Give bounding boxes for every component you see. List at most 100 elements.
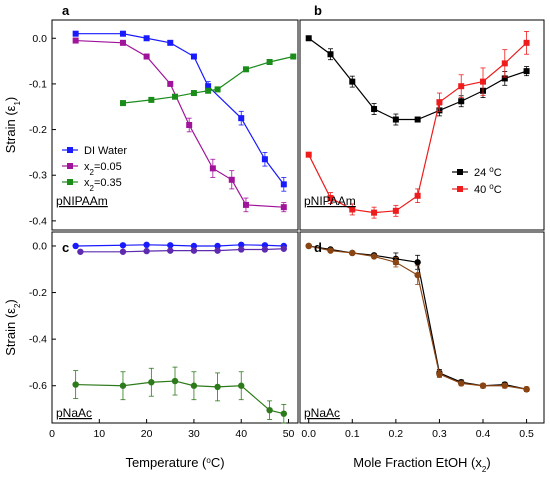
panel-d-xtick-label: 0.1 [345,428,360,440]
panel-c-point [214,247,221,254]
panel-a-point [119,100,126,107]
panel-b-point [414,116,421,123]
panel-a-point [190,53,197,60]
panel-a-point [72,30,79,37]
panel-a-ytick-label: 0.0 [32,33,47,45]
panel-a-point [119,39,126,46]
panel-c-series-1-line [80,248,284,253]
panel-d-frame [299,231,545,424]
panel-a-legend-marker [67,147,73,153]
panel-a-series-1 [72,37,287,213]
panel-a-point [119,30,126,37]
panel-c-xtick-label: 10 [93,428,105,440]
panel-a-point [143,53,150,60]
panel-b-legend-label-0-part-0: 24 [474,167,489,179]
panel-c-point [171,377,179,385]
panel-a-legend-marker [67,163,73,169]
panel-c-point [72,242,79,250]
panel-d-xtick-label: 0.4 [476,428,491,440]
panel-b-series-0 [305,35,530,126]
panel-c-series-0-line [75,244,284,247]
panel-a-point [205,83,212,90]
panel-d-point [479,382,487,389]
panel-b-point [349,78,356,85]
panel-a-ylabel: Strain (ε1) [3,97,22,154]
panel-c-point [190,382,198,389]
panel-b-legend-label-0-part-2: C [494,167,502,179]
panel-a-point [148,96,155,103]
panel-c-point [238,382,245,389]
panel-a-ylabel-part-0: Strain (ε [3,105,18,153]
panel-a-point [205,87,212,94]
panel-b-point [523,39,530,46]
panel-a-point [190,90,197,97]
panel-c-point [214,383,221,391]
panel-b-point [523,68,530,75]
panel-c: 0.0 -0.2 -0.4 -0.6 0 10 20 30 40 50 c pNaAc [29,231,299,440]
panel-c-point [143,241,150,249]
panel-c-point [214,242,221,250]
panel-a-ytick-label: -0.3 [29,170,47,182]
panel-b-point [327,51,334,58]
panel-b: b pNIPAAm [299,3,545,231]
panel-d-letter: d [314,240,322,255]
panel-a-point [143,35,150,42]
panel-a-legend-label-2-part-1: 2 [90,184,95,193]
panel-a-point [266,59,273,65]
panel-d-point [458,380,465,387]
panel-c-point [119,242,127,249]
panel-c-point [190,247,198,254]
panel-c-point [72,381,79,388]
panel-b-point [327,195,334,202]
panel-c-series-2 [72,366,288,424]
panel-b-point [305,151,312,158]
panel-b-point [349,206,356,213]
panel-a-legend-label-1-part-2: =0.05 [94,161,122,173]
panel-b-point [371,106,378,113]
panel-c-series-2-line [75,380,284,415]
panel-c-ylabel-part-0: Strain (ε [3,308,18,356]
panel-c-xtick-label: 40 [235,428,247,440]
panel-c-letter: c [62,240,69,255]
panel-d-xtick-label: 0.2 [389,428,404,440]
panel-d: 0.0 0.1 0.2 0.3 0.4 0.5 d pNaAc [299,231,545,440]
panel-d-xtick-label: 0.3 [432,428,447,440]
panel-a-point [209,165,216,172]
panel-a-legend-label-0: DI Water [84,145,127,157]
panel-a-legend-label-2-part-2: =0.35 [94,177,122,189]
panel-c-point [148,379,155,386]
panel-a-point [280,204,287,211]
panel-d-inset-label: pNaAc [304,406,340,420]
panel-a-point [261,156,268,163]
panel-a-legend-label-2: x2=0.35 [84,177,122,193]
panel-b-frame [299,19,545,231]
panel-a-legend-label-2-part-0: x [84,177,90,189]
panel-a-legend-label-1-part-0: x [84,161,90,173]
panel-a-ylabel-part-1: 1 [13,101,22,106]
panel-b-point [501,75,508,82]
panel-b-point [392,207,399,214]
panel-b-legend-label-0: 24 oC [474,165,502,180]
panel-a-legend-label-1-part-1: 2 [90,168,95,177]
panel-c-series-0 [72,241,288,250]
panel-d-point [414,259,421,266]
panel-a-point [72,37,79,44]
panel-b-series-1 [305,31,530,219]
panel-b-point [436,99,443,106]
panel-d-point [305,242,312,250]
panel-d-point [370,253,378,260]
panel-b-letter: b [314,3,322,18]
panel-c-ytick-label: -0.4 [29,334,47,346]
panel-d-xlabel-part-2: ) [486,455,490,470]
panel-c-ytick-label: 0.0 [32,240,47,252]
panel-a-point [280,181,287,188]
panel-b-point [480,78,486,85]
panel-a-inset-label: pNIPAAm [56,194,108,208]
panel-a-legend-marker [67,179,73,185]
panel-a-ytick-label: -0.4 [29,215,47,227]
panel-b-legend-label-1-part-0: 40 [474,184,489,196]
panel-a-point [238,115,245,122]
panel-c-point [280,245,288,252]
panel-d-xlabel-part-1: 2 [482,465,487,474]
panel-b-inset-label: pNIPAAm [304,194,356,208]
